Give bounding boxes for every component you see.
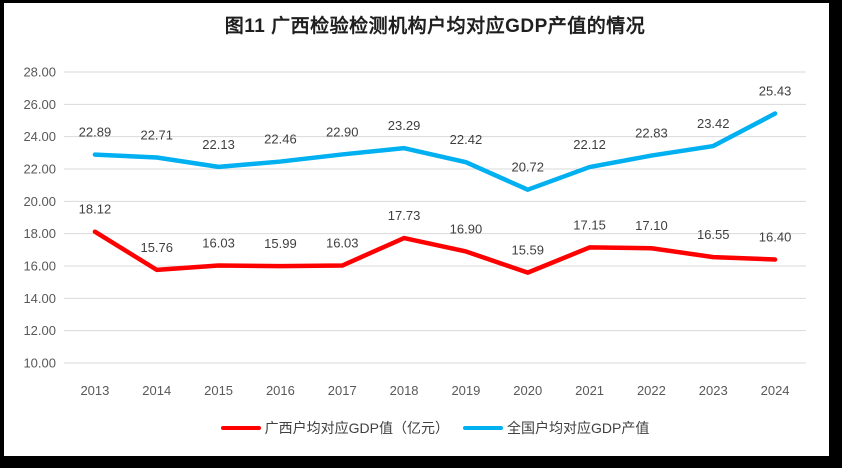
x-tick-label: 2015 (204, 383, 233, 398)
y-tick-label: 16.00 (23, 259, 56, 274)
national-data-label: 25.43 (759, 84, 792, 99)
chart-title: 图11 广西检验检测机构户均对应GDP产值的情况 (224, 16, 646, 37)
x-tick-label: 2019 (451, 383, 480, 398)
x-tick-label: 2017 (328, 383, 357, 398)
y-tick-label: 12.00 (23, 323, 56, 338)
national-data-label: 22.13 (202, 137, 235, 152)
guangxi-data-label: 16.90 (450, 221, 483, 236)
y-tick-label: 10.00 (23, 356, 56, 371)
x-tick-label: 2020 (513, 383, 542, 398)
x-tick-label: 2023 (699, 383, 728, 398)
x-tick-label: 2022 (637, 383, 666, 398)
national-line (92, 111, 778, 192)
national-data-label: 22.90 (326, 124, 359, 139)
guangxi-line (92, 229, 778, 275)
national-data-label: 23.42 (697, 116, 730, 131)
x-tick-label: 2021 (575, 383, 604, 398)
x-tick-label: 2018 (390, 383, 419, 398)
legend-item-guangxi: 广西户均对应GDP值（亿元） (220, 418, 449, 438)
national-data-label: 22.89 (79, 125, 112, 140)
y-tick-label: 22.00 (23, 162, 56, 177)
legend-label-national: 全国户均对应GDP产值 (507, 420, 650, 436)
y-tick-label: 20.00 (23, 194, 56, 209)
guangxi-data-label: 17.10 (635, 218, 668, 233)
national-data-label: 22.12 (573, 137, 606, 152)
guangxi-data-label: 17.15 (573, 217, 606, 232)
guangxi-data-label: 15.76 (140, 240, 173, 255)
guangxi-data-label: 17.73 (388, 208, 421, 223)
national-data-label: 22.42 (450, 132, 483, 147)
x-tick-label: 2014 (142, 383, 171, 398)
national-data-label: 23.29 (388, 118, 421, 133)
guangxi-data-label: 15.99 (264, 236, 297, 251)
chart-area: 图11 广西检验检测机构户均对应GDP产值的情况 10.00 12.00 14.00… (4, 3, 829, 456)
legend: 广西户均对应GDP值（亿元） 全国户均对应GDP产值 (64, 417, 806, 439)
y-tick-label: 26.00 (23, 97, 56, 112)
guangxi-data-label: 16.03 (202, 236, 235, 251)
y-tick-label: 24.00 (23, 129, 56, 144)
legend-label-guangxi: 广西户均对应GDP值（亿元） (264, 420, 449, 436)
guangxi-data-label: 18.12 (79, 202, 112, 217)
national-data-label: 22.46 (264, 132, 297, 147)
x-tick-label: 2024 (761, 383, 790, 398)
x-tick-label: 2016 (266, 383, 295, 398)
y-tick-label: 28.00 (23, 65, 56, 80)
guangxi-data-label: 16.40 (759, 230, 792, 245)
y-tick-label: 14.00 (23, 291, 56, 306)
guangxi-data-label: 16.03 (326, 236, 359, 251)
x-tick-label: 2013 (80, 383, 109, 398)
y-tick-label: 18.00 (23, 226, 56, 241)
national-data-label: 20.72 (511, 160, 544, 175)
guangxi-data-label: 16.55 (697, 227, 730, 242)
legend-swatch-guangxi (220, 425, 261, 431)
guangxi-data-label: 15.59 (511, 243, 544, 258)
plot-svg: 10.00 12.00 14.00 16.00 18.00 20.00 22.00 24.00… (23, 65, 806, 398)
legend-swatch-national (463, 425, 503, 431)
legend-item-national: 全国户均对应GDP产值 (463, 418, 649, 438)
national-data-label: 22.83 (635, 126, 668, 141)
national-data-label: 22.71 (140, 128, 173, 143)
